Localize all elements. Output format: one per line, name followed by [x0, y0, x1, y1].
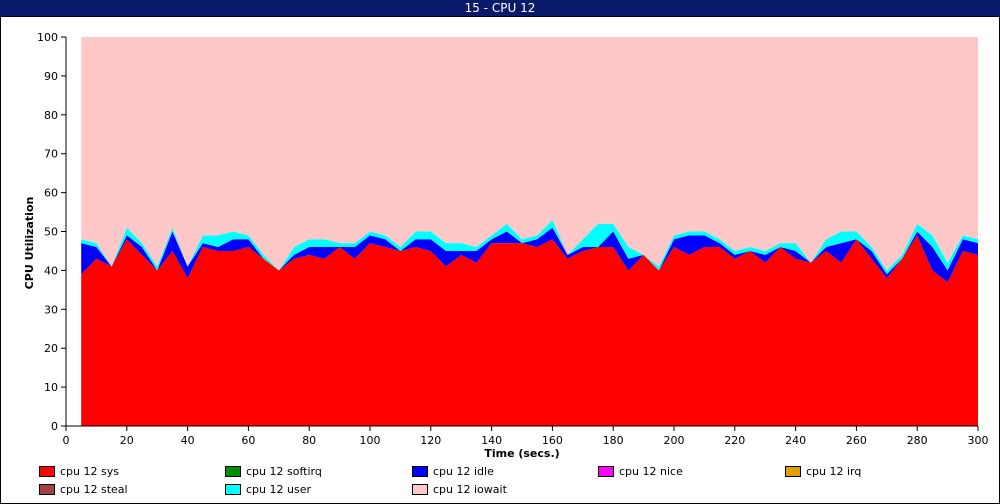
x-tick-label-0: 0 — [63, 434, 70, 447]
x-tick-label-240: 240 — [785, 434, 806, 447]
legend-swatch — [598, 465, 614, 477]
legend-label: cpu 12 nice — [619, 465, 683, 478]
legend-swatch — [225, 483, 241, 495]
legend-label: cpu 12 idle — [433, 465, 494, 478]
axes: 0 10 20 30 40 50 60 70 80 90 100 0 20 40 60 80 100 120 140… — [37, 31, 989, 447]
area-cpu-12-idle — [81, 227, 978, 283]
legend-label: cpu 12 sys — [60, 465, 119, 478]
x-tick-label-40: 40 — [181, 434, 195, 447]
x-tick-label-260: 260 — [846, 434, 867, 447]
legend-label: cpu 12 iowait — [433, 483, 507, 496]
legend-item-cpu-12-sys: cpu 12 sys — [39, 465, 119, 479]
x-tick-label-20: 20 — [120, 434, 134, 447]
x-tick-label-200: 200 — [664, 434, 685, 447]
legend-label: cpu 12 user — [246, 483, 311, 496]
area-cpu-12-user — [81, 219, 978, 275]
window-title: 15 - CPU 12 — [0, 0, 1000, 16]
legend-swatch — [39, 483, 55, 495]
y-tick-label-100: 100 — [37, 31, 58, 44]
y-tick-label-80: 80 — [44, 109, 58, 122]
legend-item-cpu-12-irq: cpu 12 irq — [785, 465, 861, 479]
y-tick-label-40: 40 — [44, 264, 58, 277]
y-tick-label-30: 30 — [44, 303, 58, 316]
legend-item-cpu-12-nice: cpu 12 nice — [598, 465, 683, 479]
y-tick-label-50: 50 — [44, 226, 58, 239]
y-tick-label-0: 0 — [51, 420, 58, 433]
cpu-utilization-chart: 0 10 20 30 40 50 60 70 80 90 100 0 20 40 60 80 100 120 140… — [23, 31, 989, 460]
y-tick-label-10: 10 — [44, 381, 58, 394]
legend-swatch — [412, 483, 428, 495]
legend-swatch — [412, 465, 428, 477]
legend-label: cpu 12 steal — [60, 483, 128, 496]
legend-swatch — [785, 465, 801, 477]
x-tick-label-140: 140 — [481, 434, 502, 447]
x-tick-label-280: 280 — [907, 434, 928, 447]
legend-label: cpu 12 irq — [806, 465, 862, 478]
x-axis-label: Time (secs.) — [484, 447, 559, 460]
legend-swatch — [225, 465, 241, 477]
y-tick-label-90: 90 — [44, 70, 58, 83]
area-cpu-12-sys — [81, 235, 978, 426]
x-tick-label-180: 180 — [603, 434, 624, 447]
x-tick-label-160: 160 — [542, 434, 563, 447]
x-tick-label-100: 100 — [360, 434, 381, 447]
legend-item-cpu-12-iowait: cpu 12 iowait — [412, 483, 507, 497]
x-tick-label-80: 80 — [302, 434, 316, 447]
y-tick-label-20: 20 — [44, 342, 58, 355]
legend-item-cpu-12-user: cpu 12 user — [225, 483, 311, 497]
y-axis-label: CPU Utilization — [23, 197, 36, 290]
x-tick-label-220: 220 — [724, 434, 745, 447]
legend-label: cpu 12 softirq — [246, 465, 322, 478]
legend-swatch — [39, 465, 55, 477]
legend-item-cpu-12-steal: cpu 12 steal — [39, 483, 128, 497]
y-tick-label-70: 70 — [44, 148, 58, 161]
plot-areas — [81, 37, 978, 426]
x-tick-label-60: 60 — [241, 434, 255, 447]
x-tick-label-300: 300 — [968, 434, 989, 447]
area-cpu-12-iowait — [81, 37, 978, 271]
x-tick-label-120: 120 — [420, 434, 441, 447]
legend-item-cpu-12-softirq: cpu 12 softirq — [225, 465, 322, 479]
legend-item-cpu-12-idle: cpu 12 idle — [412, 465, 494, 479]
chart-frame: 0 10 20 30 40 50 60 70 80 90 100 0 20 40 60 80 100 120 140… — [0, 16, 1000, 504]
y-tick-label-60: 60 — [44, 187, 58, 200]
